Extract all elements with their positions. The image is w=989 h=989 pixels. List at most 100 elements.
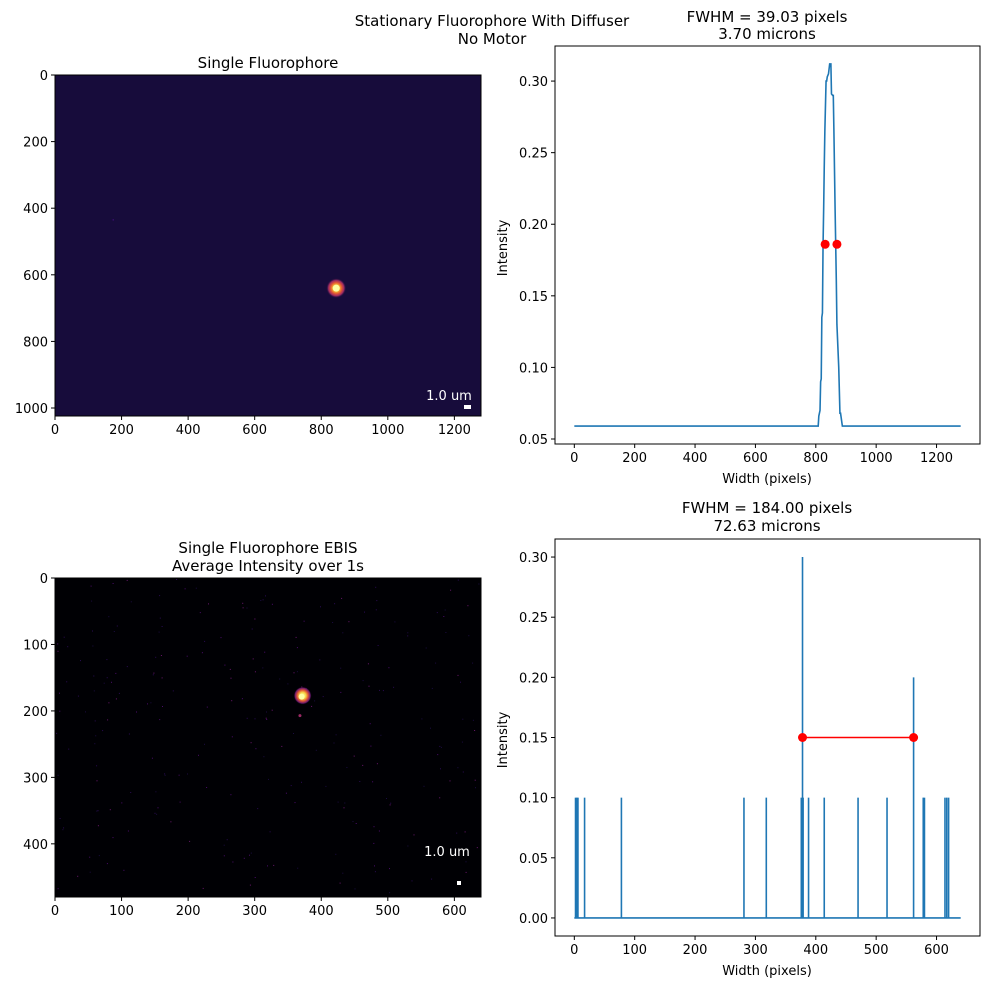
panel-3-noise-pixel	[296, 671, 298, 673]
panel-3-noise-pixel	[476, 847, 478, 849]
panel-3-noise-pixel	[389, 892, 391, 894]
panel-3-noise-pixel	[334, 603, 336, 605]
panel-3-noise-pixel	[407, 632, 409, 634]
panel-3-frame	[54, 577, 482, 898]
panel-3-noise-pixel	[273, 864, 275, 866]
panel-3-noise-pixel	[376, 600, 378, 602]
panel-4-y-label: Intensity	[496, 711, 511, 768]
panel-3-noise-pixel	[246, 717, 248, 719]
panel-3-noise-pixel	[85, 711, 86, 713]
panel-4-fwhm-markers	[798, 733, 919, 742]
panel-3-noise-pixel	[147, 703, 148, 705]
panel-3-noise-pixel	[56, 732, 58, 734]
panel-3-noise-pixel	[373, 826, 375, 828]
panel-2-frame	[554, 45, 981, 445]
panel-1-x-tick-label-2: 400	[176, 423, 201, 438]
panel-3-noise-pixel	[262, 667, 264, 669]
panel-2-x-tick-label-2: 400	[683, 451, 708, 466]
panel-1-x-tick-label-6: 1200	[438, 423, 471, 438]
panel-3-noise-pixel	[249, 884, 251, 886]
panel-top-right: FWHM = 39.03 pixels 3.70 microns 0 200 400…	[496, 8, 981, 487]
panel-4-y-tick-label-6: 0.30	[519, 551, 548, 566]
panel-3-noise-pixel	[106, 677, 108, 679]
panel-4-y-tick-label-3: 0.15	[519, 732, 548, 747]
panel-3-scalebar-label: 1.0 um	[424, 845, 470, 860]
panel-3-noise-pixel	[242, 607, 244, 609]
panel-3-noise-pixel	[445, 632, 447, 633]
panel-3-noise-pixel	[335, 734, 337, 736]
panel-3-noise-pixel	[59, 818, 61, 819]
panel-3-noise-pixel	[154, 812, 156, 814]
panel-3-noise-pixel	[127, 830, 129, 832]
panel-3-noise-pixel	[440, 768, 441, 770]
panel-3-noise-pixel	[57, 774, 59, 776]
panel-2-y-tick-label-1: 0.10	[519, 361, 548, 376]
panel-3-noise-pixel	[176, 579, 178, 580]
panel-3-noise-pixel	[262, 599, 264, 601]
panel-3-noise-pixel	[367, 663, 369, 665]
panel-3-noise-pixel	[342, 872, 344, 874]
panel-3-noise-pixel	[249, 854, 250, 856]
panel-3-noise-pixel	[155, 656, 157, 658]
panel-2-y-tick-label-3: 0.20	[519, 218, 548, 233]
panel-3-noise-pixel	[462, 771, 464, 773]
panel-3-noise-pixel	[178, 774, 180, 776]
panel-3-noise-pixel	[359, 781, 361, 782]
panel-3-noise-pixel	[204, 640, 206, 642]
panel-3-noise-pixel	[339, 882, 341, 884]
panel-1-y-tick-label-0: 0	[40, 69, 48, 84]
panel-1-x-tick-label-1: 200	[109, 423, 134, 438]
panel-3-noise-pixel	[156, 813, 158, 815]
panel-3-noise-pixel	[376, 763, 378, 765]
panel-3-noise-pixel	[159, 719, 161, 721]
panel-3-noise-pixel	[92, 630, 93, 632]
panel-4-x-tick-label-1: 100	[622, 943, 647, 958]
panel-3-noise-pixel	[373, 842, 375, 844]
panel-1-y-axis: 0 200 400 600 800 1000	[15, 69, 55, 417]
panel-3-x-axis: 0 100 200 300 400 500 600	[51, 897, 467, 919]
panel-3-noise-pixel	[158, 631, 160, 633]
panel-3-noise-pixel	[250, 852, 252, 854]
panel-3-noise-pixel	[372, 781, 374, 783]
panel-2-y-axis: 0.05 0.10 0.15 0.20 0.25 0.30	[519, 75, 555, 448]
panel-3-noise-pixel	[94, 743, 96, 745]
panel-3-noise-pixel	[279, 678, 281, 680]
panel-3-noise-pixel	[254, 671, 256, 673]
panel-2-title-line-1: FWHM = 39.03 pixels	[687, 8, 848, 26]
panel-3-noise-pixel	[89, 856, 91, 858]
panel-3-noise-pixel	[388, 667, 390, 669]
panel-3-noise-pixel	[467, 605, 469, 607]
panel-1-fluorophore-spot	[112, 219, 347, 299]
panel-3-y-axis: 0 100 200 300 400	[23, 572, 55, 853]
panel-3-noise-pixel	[264, 651, 266, 653]
panel-3-noise-pixel	[407, 635, 409, 637]
panel-3-image-background	[55, 578, 481, 897]
panel-3-noise-pixel	[106, 863, 108, 865]
panel-2-fwhm-point-0	[820, 239, 830, 249]
panel-2-x-tick-label-6: 1200	[920, 451, 953, 466]
panel-bottom-left: Single Fluorophore EBIS Average Intensit…	[23, 539, 482, 919]
panel-3-noise-pixel	[63, 636, 65, 638]
panel-4-title-line-1: FWHM = 184.00 pixels	[682, 499, 853, 517]
panel-3-noise-pixel	[287, 683, 289, 685]
panel-3-noise-pixel	[474, 779, 476, 781]
panel-3-noise-pixel	[314, 700, 316, 702]
panel-3-noise-pixel	[252, 658, 254, 660]
panel-1-image-background	[55, 75, 481, 416]
panel-1-scalebar	[464, 405, 471, 409]
panel-3-noise-pixel	[57, 650, 59, 652]
panel-3-noise-pixel	[390, 802, 392, 804]
panel-3-noise-pixel	[62, 829, 64, 831]
panel-3-noise-pixel	[457, 674, 459, 676]
panel-2-y-tick-label-0: 0.05	[519, 433, 548, 448]
panel-3-noise-pixel	[121, 802, 123, 804]
panel-1-spot-core	[332, 284, 340, 292]
panel-3-noise-pixel	[301, 781, 302, 783]
panel-3-y-tick-label-4: 400	[23, 838, 48, 853]
panel-3-noise-pixel	[230, 677, 232, 679]
panel-3-noise-pixel	[281, 745, 283, 747]
figure-suptitle: Stationary Fluorophore With Diffuser No …	[292, 12, 692, 48]
panel-3-noise-pixel	[80, 660, 81, 662]
panel-3-noise-pixel	[96, 765, 98, 767]
panel-3-noise-pixel	[478, 583, 480, 585]
